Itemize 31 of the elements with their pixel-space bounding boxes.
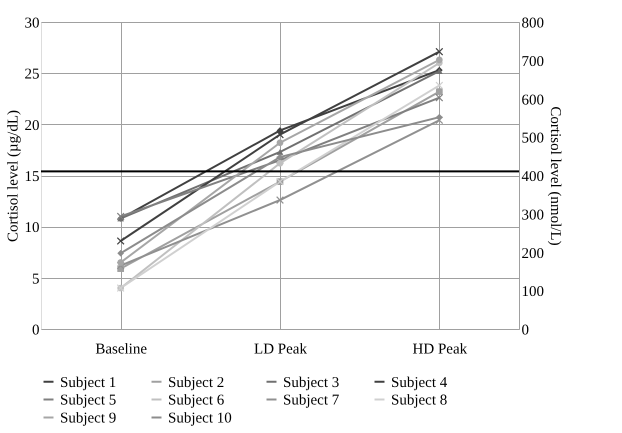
y2-tick-label: 700 bbox=[522, 54, 544, 70]
legend-label: Subject 2 bbox=[168, 374, 224, 391]
y2-tick-label: 100 bbox=[522, 284, 544, 300]
legend-label: Subject 8 bbox=[391, 392, 448, 408]
x-tick-label: Baseline bbox=[95, 342, 148, 358]
legend-label: Subject 4 bbox=[391, 374, 448, 391]
y2-tick-label: 800 bbox=[522, 16, 544, 32]
legend-label: Subject 3 bbox=[283, 374, 340, 391]
y2-tick-label: 200 bbox=[522, 246, 544, 262]
y-tick-label: 20 bbox=[24, 118, 40, 134]
x-tick-label: HD Peak bbox=[412, 342, 468, 358]
legend-label: Subject 6 bbox=[168, 392, 225, 408]
legend-label: Subject 5 bbox=[60, 392, 116, 408]
legend-label: Subject 1 bbox=[60, 374, 116, 391]
y2-tick-label: 0 bbox=[522, 322, 529, 338]
y-axis-title: Cortisol level (µg/dL) bbox=[6, 110, 22, 242]
y2-tick-label: 300 bbox=[522, 207, 544, 224]
legend-label: Subject 9 bbox=[60, 410, 116, 426]
y-tick-label: 0 bbox=[32, 322, 40, 338]
y2-tick-label: 400 bbox=[522, 169, 544, 185]
y-tick-label: 10 bbox=[24, 220, 40, 236]
y-tick-label: 30 bbox=[24, 16, 40, 32]
legend-label: Subject 10 bbox=[168, 410, 232, 426]
y-tick-label: 5 bbox=[32, 271, 40, 288]
y2-axis-title: Cortisol level (nmol/L) bbox=[547, 106, 563, 246]
y-tick-label: 25 bbox=[24, 66, 40, 83]
y-tick-label: 15 bbox=[24, 169, 40, 185]
y2-tick-label: 600 bbox=[522, 92, 544, 108]
legend-label: Subject 7 bbox=[283, 392, 340, 408]
y2-tick-label: 500 bbox=[522, 130, 544, 147]
x-tick-label: LD Peak bbox=[254, 342, 308, 358]
